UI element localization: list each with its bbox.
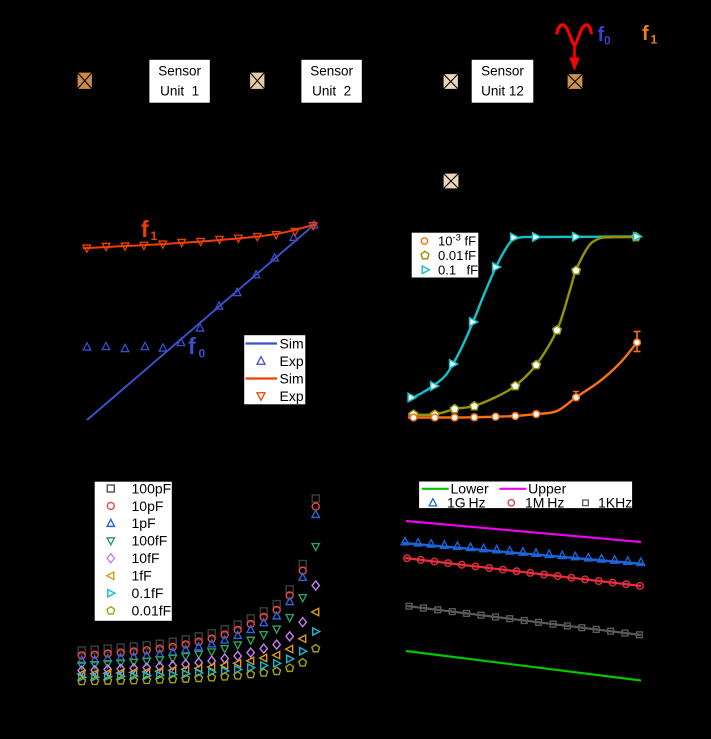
- svg-text:f: f: [188, 333, 196, 359]
- svg-text:1G Hz: 1G Hz: [447, 494, 486, 510]
- svg-text:Unit 12: Unit 12: [481, 84, 524, 99]
- svg-text:Unit 2: Unit 2: [312, 84, 351, 99]
- svg-text:fF: fF: [465, 234, 477, 249]
- svg-text:Upper: Upper: [528, 480, 566, 496]
- svg-text:Exp: Exp: [280, 353, 304, 369]
- svg-text:0.1: 0.1: [438, 262, 456, 277]
- svg-text:1: 1: [651, 33, 658, 47]
- svg-text:10: 10: [438, 234, 452, 249]
- svg-text:Sensor: Sensor: [158, 64, 201, 79]
- svg-text:100pF: 100pF: [132, 480, 172, 496]
- svg-text:Sensor: Sensor: [310, 64, 353, 79]
- svg-text:fF: fF: [467, 262, 479, 277]
- svg-text:10fF: 10fF: [132, 550, 160, 566]
- svg-text:Sim: Sim: [280, 336, 304, 352]
- svg-text:f: f: [642, 23, 649, 45]
- svg-text:0.01fF: 0.01fF: [132, 602, 172, 618]
- svg-text:f: f: [598, 24, 605, 46]
- svg-text:0: 0: [604, 34, 611, 48]
- svg-text:1pF: 1pF: [132, 515, 156, 531]
- svg-text:10pF: 10pF: [132, 498, 164, 514]
- svg-text:0.1fF: 0.1fF: [132, 585, 164, 601]
- svg-text:-3: -3: [453, 233, 461, 244]
- svg-text:0.01: 0.01: [438, 248, 463, 263]
- svg-text:f: f: [141, 216, 149, 242]
- svg-text:Exp: Exp: [280, 388, 304, 404]
- svg-text:Unit 1: Unit 1: [160, 84, 199, 99]
- svg-text:Sim: Sim: [280, 371, 304, 387]
- svg-text:100fF: 100fF: [132, 533, 168, 549]
- svg-text:0: 0: [199, 347, 206, 361]
- svg-text:fF: fF: [465, 248, 477, 263]
- svg-text:Lower: Lower: [451, 480, 489, 496]
- svg-text:1M Hz: 1M Hz: [525, 494, 564, 510]
- svg-text:1fF: 1fF: [132, 568, 152, 584]
- svg-text:1: 1: [151, 229, 158, 243]
- svg-text:Sensor: Sensor: [481, 64, 524, 79]
- svg-text:1KHz: 1KHz: [598, 494, 632, 510]
